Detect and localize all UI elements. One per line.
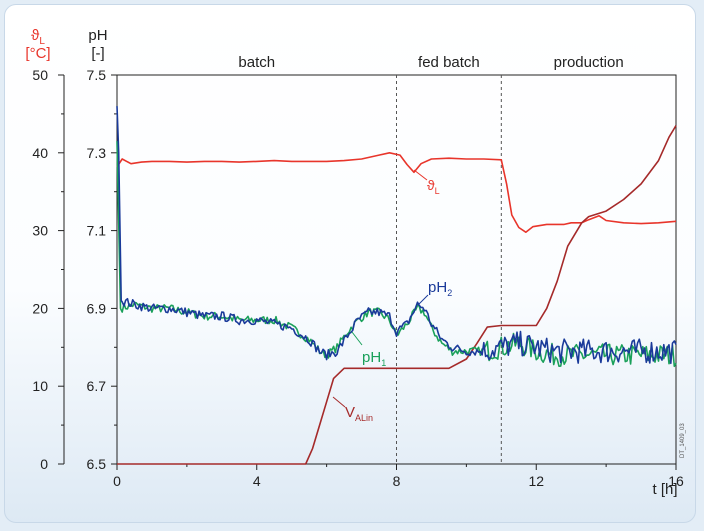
- ph-tick-label: 7.5: [87, 67, 107, 83]
- ph1-series-label: pH1: [362, 349, 386, 368]
- watermark: DT_1409_03: [680, 423, 686, 458]
- ph-tick-label: 6.7: [87, 378, 107, 394]
- temp-axis-unit: [°C]: [25, 45, 50, 62]
- phase-label: production: [554, 54, 624, 71]
- temp-axis-label: ϑL: [31, 27, 45, 47]
- temp-tick-label: 20: [32, 300, 48, 316]
- phase-label: batch: [238, 54, 275, 71]
- temp-tick-label: 50: [32, 67, 48, 83]
- ph-axis-unit: [-]: [91, 45, 104, 62]
- x-tick-label: 12: [528, 473, 544, 489]
- temp-tick-label: 0: [40, 456, 48, 472]
- ph2-series-label: pH2: [428, 279, 452, 298]
- x-axis-label: t [h]: [652, 481, 677, 498]
- ph-tick-label: 7.3: [87, 145, 107, 161]
- volume-series-line: [117, 125, 677, 465]
- ph-axis-label: pH: [88, 27, 107, 44]
- x-tick-label: 0: [113, 473, 121, 489]
- ph-tick-label: 7.1: [87, 223, 107, 239]
- temp-tick-label: 10: [32, 378, 48, 394]
- volume-series-label: VALin: [345, 404, 373, 423]
- volume-label-leader: [332, 396, 346, 408]
- ph1-series-line: [116, 141, 677, 368]
- x-tick-label: 8: [393, 473, 401, 489]
- temp-label-leader: [413, 169, 428, 181]
- x-tick-label: 16: [668, 473, 684, 489]
- ph2-label-leader: [417, 294, 429, 306]
- temp-series-line: [116, 152, 677, 233]
- temp-tick-label: 30: [32, 223, 48, 239]
- x-tick-label: 4: [253, 473, 261, 489]
- ph-tick-label: 6.9: [87, 300, 107, 316]
- ph2-series-line: [116, 106, 677, 365]
- ph1-label-leader: [351, 331, 363, 346]
- temp-tick-label: 40: [32, 145, 48, 161]
- ph-tick-label: 6.5: [87, 456, 107, 472]
- temp-series-label: ϑL: [427, 177, 440, 196]
- phase-label: fed batch: [418, 54, 480, 71]
